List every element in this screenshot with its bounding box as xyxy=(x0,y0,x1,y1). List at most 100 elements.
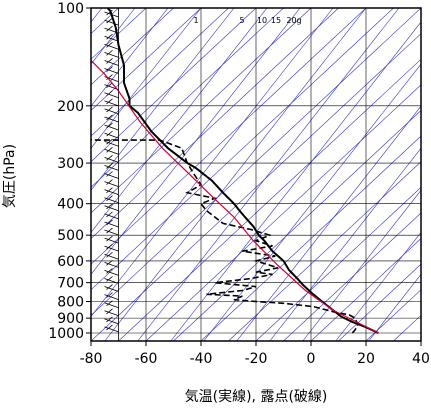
wind-barb xyxy=(104,122,119,131)
wind-barb xyxy=(104,66,119,74)
adiabat-line xyxy=(170,21,421,341)
wind-barb xyxy=(104,146,119,155)
isotherm-line xyxy=(91,8,284,188)
wind-barb xyxy=(104,138,119,147)
wind-barb xyxy=(104,219,119,228)
mixing-ratio-label: 20g xyxy=(286,16,301,25)
wind-barb xyxy=(104,17,119,26)
x-tick-label: 40 xyxy=(412,351,430,367)
adiabat-line xyxy=(269,147,421,341)
pressure-grid xyxy=(91,8,421,341)
adiabat-line xyxy=(91,8,334,317)
y-tick-label: 300 xyxy=(57,156,84,172)
wind-barb xyxy=(104,243,119,252)
isotherm-line xyxy=(283,212,421,341)
adiabat-line xyxy=(236,105,421,341)
adiabat-line xyxy=(368,273,421,341)
wind-barb xyxy=(104,300,119,309)
wind-barb xyxy=(104,211,119,220)
x-tick-label: -80 xyxy=(80,351,103,367)
isotherm-line xyxy=(91,8,312,214)
wind-barb xyxy=(104,130,119,139)
adiabat-line xyxy=(91,8,169,107)
wind-barb xyxy=(104,268,119,276)
y-tick-label: 100 xyxy=(57,1,84,17)
isotherm-line xyxy=(200,135,421,341)
isotherm-line xyxy=(91,8,202,111)
wind-barb xyxy=(104,179,119,187)
y-axis-title: 気圧(hPa) xyxy=(2,144,18,208)
isotherm-line xyxy=(420,340,421,341)
adiabat-line xyxy=(91,8,235,191)
y-tick-label: 200 xyxy=(57,99,84,115)
isotherm-line xyxy=(255,186,421,341)
wind-barb xyxy=(104,163,119,171)
adiabat-line xyxy=(91,8,268,233)
isotherm-line xyxy=(91,8,367,265)
wind-barb xyxy=(104,251,119,260)
x-tick-label: -60 xyxy=(135,351,158,367)
isotherm-line xyxy=(173,110,421,341)
x-axis-title: 気温(実線), 露点(破線) xyxy=(185,389,328,405)
x-axis-ticks: -80 -60 -40 -20 0 20 40 xyxy=(80,341,430,367)
adiabat-line xyxy=(104,8,367,341)
isotherm-line xyxy=(338,263,421,341)
mixing-ratio-label: 10 xyxy=(257,16,267,25)
wind-barb xyxy=(104,171,119,179)
wind-barb xyxy=(104,187,119,196)
x-tick-label: -20 xyxy=(245,351,268,367)
y-tick-label: 400 xyxy=(57,197,84,213)
wind-barb xyxy=(104,41,119,50)
isotherm-line xyxy=(91,33,421,341)
adiabat-line xyxy=(335,231,421,341)
wind-barb xyxy=(104,227,119,236)
profile-lines xyxy=(91,8,379,334)
wind-barb xyxy=(104,50,119,58)
y-tick-label: 800 xyxy=(57,295,84,311)
adiabat-line xyxy=(137,8,400,341)
y-tick-label: 700 xyxy=(57,276,84,292)
adiabat-line xyxy=(91,8,202,149)
adiabat-line xyxy=(302,189,421,341)
wind-barbs xyxy=(104,8,119,341)
wind-barb xyxy=(104,203,119,212)
isotherm-line xyxy=(91,8,394,291)
x-tick-label: -40 xyxy=(190,351,213,367)
temperature-line xyxy=(106,8,379,334)
wind-barb xyxy=(104,308,119,317)
mixing-ratio-label: 15 xyxy=(271,16,281,25)
mixing-ratio-labels: 1 5 10 15 20g xyxy=(193,16,301,25)
x-tick-label: 20 xyxy=(357,351,375,367)
wind-barb xyxy=(104,90,119,99)
dewpoint-line xyxy=(91,139,359,334)
wind-barb xyxy=(104,276,119,284)
isotherm-line xyxy=(118,58,421,341)
y-tick-label: 900 xyxy=(57,311,84,327)
isotherm-line xyxy=(145,84,421,341)
isotherm-line xyxy=(91,8,229,137)
wind-barb xyxy=(104,155,119,163)
wind-barb xyxy=(104,292,119,301)
wind-barb xyxy=(104,33,119,42)
mixing-ratio-label: 1 xyxy=(193,16,198,25)
isotherm-line xyxy=(393,314,421,341)
wind-barb xyxy=(104,195,119,204)
wind-barb xyxy=(104,98,119,107)
isotherm-line xyxy=(91,8,339,239)
mixing-ratio-label: 5 xyxy=(239,16,244,25)
wind-barb xyxy=(104,106,119,115)
isotherm-line xyxy=(228,161,421,341)
y-tick-label: 500 xyxy=(57,228,84,244)
wind-barb xyxy=(104,284,119,292)
wind-barb xyxy=(104,324,119,333)
parcel-line xyxy=(91,59,379,334)
wind-barb xyxy=(104,114,119,123)
isotherm-line xyxy=(310,238,421,341)
wind-barb xyxy=(104,235,119,244)
wind-barb xyxy=(104,58,119,66)
wind-barb xyxy=(104,316,119,325)
isotherm-line xyxy=(91,8,421,316)
y-tick-label: 1000 xyxy=(48,326,84,342)
